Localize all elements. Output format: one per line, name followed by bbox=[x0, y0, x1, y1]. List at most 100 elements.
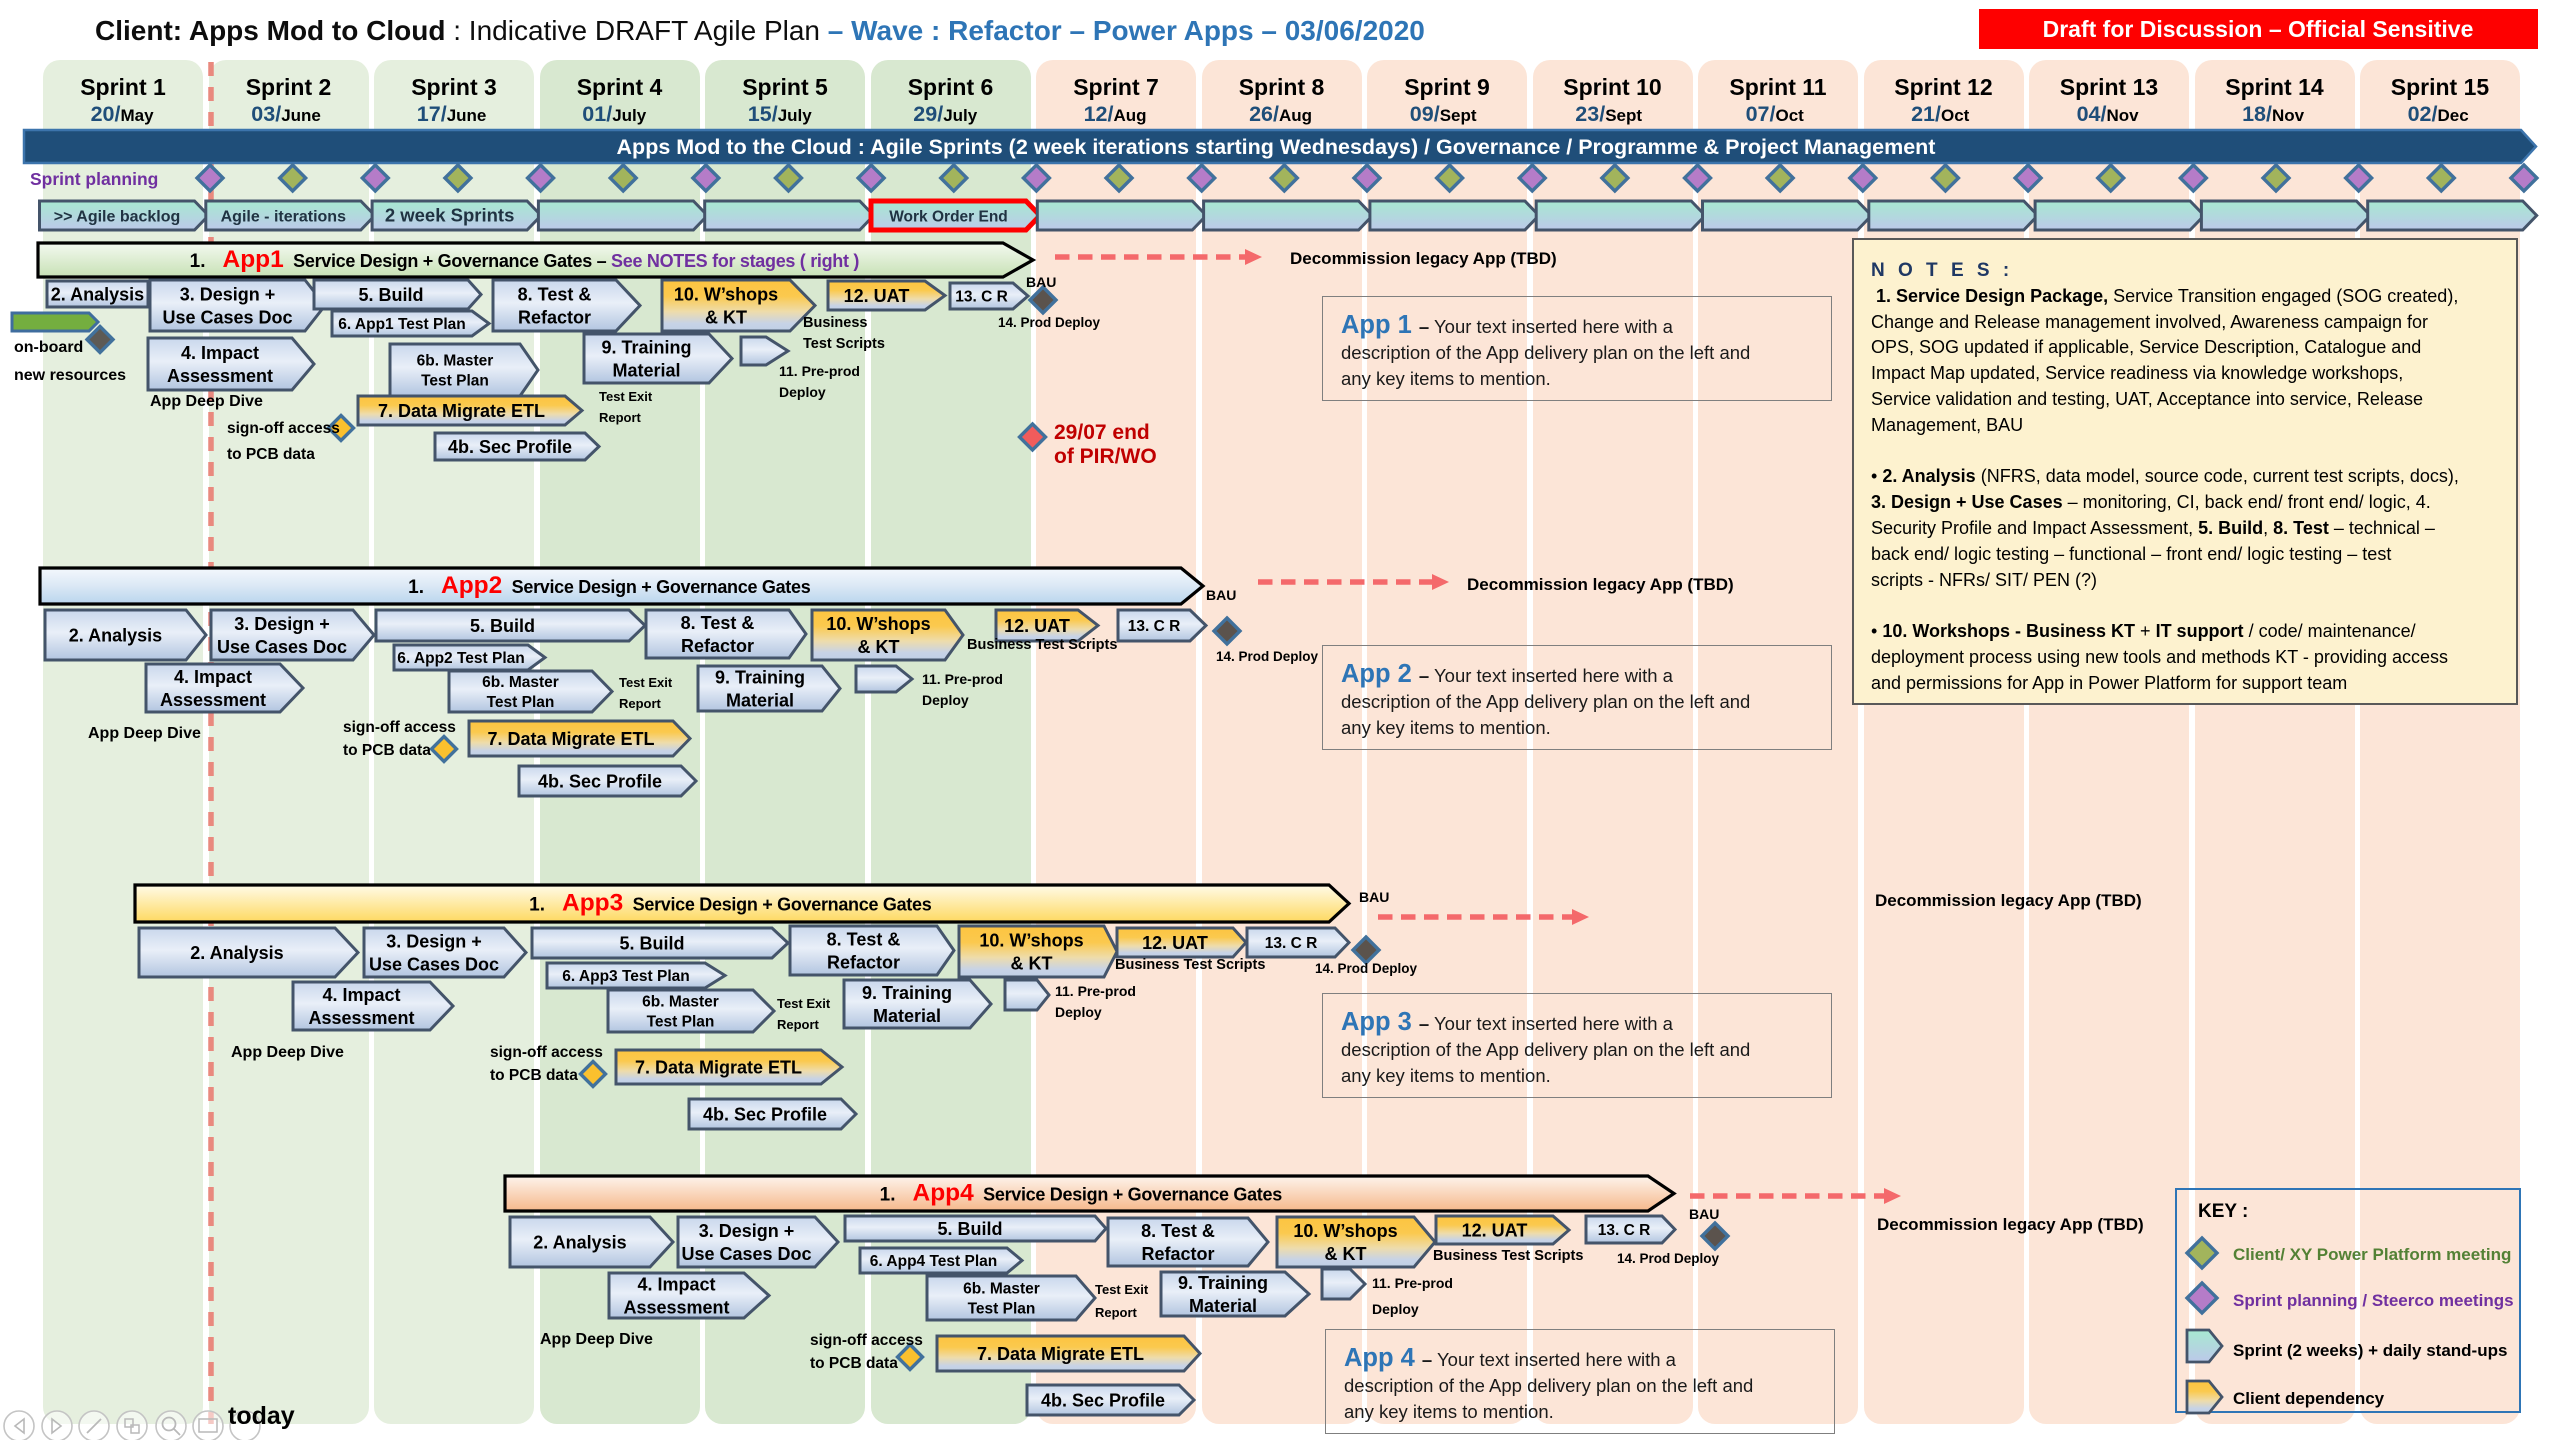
svg-text:Refactor: Refactor bbox=[1141, 1244, 1214, 1264]
svg-text:13. C R: 13. C R bbox=[955, 289, 1008, 306]
svg-text:2. Analysis: 2. Analysis bbox=[51, 284, 144, 304]
svg-text:Test Plan: Test Plan bbox=[487, 694, 555, 711]
svg-text:Sprint 7: Sprint 7 bbox=[1073, 74, 1159, 100]
svg-text:9. Training: 9. Training bbox=[862, 983, 952, 1003]
svg-text:6b. Master: 6b. Master bbox=[963, 1281, 1040, 1298]
svg-text:Refactor: Refactor bbox=[681, 636, 754, 656]
svg-text:& KT: & KT bbox=[1011, 954, 1053, 974]
svg-text:App1 Service Design + Governa: App1 Service Design + Governance Gates –… bbox=[223, 246, 860, 273]
svg-text:Report: Report bbox=[619, 696, 662, 711]
svg-text:App Deep Dive: App Deep Dive bbox=[88, 725, 201, 742]
svg-text:App2 Service Design + Governa: App2 Service Design + Governance Gates bbox=[441, 572, 811, 599]
svg-text:Report: Report bbox=[1095, 1305, 1138, 1320]
svg-text:Deploy: Deploy bbox=[779, 384, 826, 400]
svg-text:sign-off access: sign-off access bbox=[810, 1332, 923, 1349]
svg-text:Sprint (2 weeks) + daily stand: Sprint (2 weeks) + daily stand-ups bbox=[2233, 1341, 2507, 1360]
svg-text:Sprint 4: Sprint 4 bbox=[577, 74, 663, 100]
svg-text:14. Prod Deploy: 14. Prod Deploy bbox=[998, 315, 1101, 330]
svg-text:2. Analysis: 2. Analysis bbox=[69, 625, 162, 645]
svg-text:21/Oct: 21/Oct bbox=[1911, 102, 1970, 126]
svg-text:10. W’shops: 10. W’shops bbox=[979, 930, 1083, 950]
svg-text:Business Test Scripts: Business Test Scripts bbox=[967, 637, 1117, 653]
svg-text:4b. Sec Profile: 4b. Sec Profile bbox=[448, 437, 572, 457]
svg-text:5. Build: 5. Build bbox=[358, 285, 423, 305]
svg-text:2. Analysis: 2. Analysis bbox=[190, 943, 283, 963]
svg-text:29/07 end: 29/07 end bbox=[1054, 421, 1150, 444]
svg-text:8. Test &: 8. Test & bbox=[518, 284, 592, 304]
svg-text:17/June: 17/June bbox=[417, 102, 487, 126]
svg-text:04/Nov: 04/Nov bbox=[2077, 102, 2140, 126]
svg-text:12. UAT: 12. UAT bbox=[1004, 616, 1070, 636]
svg-text:Business: Business bbox=[803, 315, 867, 331]
svg-text:11. Pre-prod: 11. Pre-prod bbox=[1372, 1275, 1453, 1291]
svg-text:Decommission legacy App (TBD): Decommission legacy App (TBD) bbox=[1877, 1215, 2144, 1234]
svg-text:6. App2 Test Plan: 6. App2 Test Plan bbox=[397, 650, 524, 667]
svg-text:12. UAT: 12. UAT bbox=[844, 286, 910, 306]
svg-text:4. Impact: 4. Impact bbox=[181, 343, 259, 363]
svg-text:4. Impact: 4. Impact bbox=[322, 985, 400, 1005]
svg-text:Deploy: Deploy bbox=[922, 692, 969, 708]
svg-text:18/Nov: 18/Nov bbox=[2242, 102, 2305, 126]
svg-text:Test Exit: Test Exit bbox=[1095, 1282, 1149, 1297]
svg-text:Sprint 13: Sprint 13 bbox=[2060, 74, 2158, 100]
svg-text:& KT: & KT bbox=[705, 308, 747, 328]
svg-text:13. C R: 13. C R bbox=[1128, 618, 1181, 635]
svg-text:9. Training: 9. Training bbox=[715, 667, 805, 687]
svg-text:4b. Sec Profile: 4b. Sec Profile bbox=[538, 771, 662, 791]
svg-text:26/Aug: 26/Aug bbox=[1249, 102, 1312, 126]
svg-text:6. App4 Test Plan: 6. App4 Test Plan bbox=[870, 1253, 997, 1270]
svg-text:Decommission legacy App (TBD): Decommission legacy App (TBD) bbox=[1290, 249, 1557, 268]
svg-text:3. Design +: 3. Design + bbox=[386, 931, 482, 951]
svg-text:1.: 1. bbox=[880, 1185, 896, 1206]
svg-text:10. W’shops: 10. W’shops bbox=[826, 614, 930, 634]
svg-text:14. Prod Deploy: 14. Prod Deploy bbox=[1315, 961, 1418, 976]
svg-text:Sprint 2: Sprint 2 bbox=[246, 74, 332, 100]
svg-text:Material: Material bbox=[612, 361, 680, 381]
svg-text:Assessment: Assessment bbox=[160, 690, 266, 710]
svg-text:7. Data Migrate ETL: 7. Data Migrate ETL bbox=[977, 1344, 1144, 1364]
svg-text:Use Cases Doc: Use Cases Doc bbox=[681, 1244, 811, 1264]
svg-text:7. Data Migrate ETL: 7. Data Migrate ETL bbox=[635, 1057, 802, 1077]
svg-text:6b. Master: 6b. Master bbox=[482, 674, 559, 691]
svg-text:Sprint 1: Sprint 1 bbox=[80, 74, 166, 100]
svg-text:Assessment: Assessment bbox=[623, 1298, 729, 1318]
svg-text:on-board: on-board bbox=[14, 339, 83, 356]
svg-text:Test Exit: Test Exit bbox=[599, 389, 653, 404]
svg-text:5. Build: 5. Build bbox=[619, 933, 684, 953]
svg-text:App3 Service Design + Governa: App3 Service Design + Governance Gates bbox=[562, 890, 932, 917]
svg-text:3. Design +: 3. Design + bbox=[180, 284, 276, 304]
svg-text:Deploy: Deploy bbox=[1055, 1004, 1102, 1020]
svg-text:to PCB data: to PCB data bbox=[343, 742, 431, 759]
svg-text:App Deep Dive: App Deep Dive bbox=[231, 1044, 344, 1061]
svg-text:2 week Sprints: 2 week Sprints bbox=[385, 205, 515, 226]
svg-text:4. Impact: 4. Impact bbox=[637, 1274, 715, 1294]
svg-text:to PCB data: to PCB data bbox=[227, 446, 315, 463]
svg-text:12. UAT: 12. UAT bbox=[1142, 933, 1208, 953]
svg-text:10. W’shops: 10. W’shops bbox=[1293, 1221, 1397, 1241]
svg-text:Report: Report bbox=[777, 1017, 820, 1032]
svg-text:Test Plan: Test Plan bbox=[421, 373, 489, 390]
svg-text:Material: Material bbox=[873, 1006, 941, 1026]
svg-text:03/June: 03/June bbox=[251, 102, 321, 126]
svg-text:6b. Master: 6b. Master bbox=[642, 994, 719, 1011]
svg-text:Assessment: Assessment bbox=[167, 366, 273, 386]
svg-text:App4 Service Design + Governa: App4 Service Design + Governance Gates bbox=[913, 1180, 1283, 1207]
svg-text:4. Impact: 4. Impact bbox=[174, 667, 252, 687]
svg-text:23/Sept: 23/Sept bbox=[1575, 102, 1642, 126]
svg-text:14. Prod Deploy: 14. Prod Deploy bbox=[1216, 649, 1319, 664]
svg-text:20/May: 20/May bbox=[91, 102, 155, 126]
svg-text:6b. Master: 6b. Master bbox=[417, 353, 494, 370]
svg-text:15/July: 15/July bbox=[748, 102, 812, 126]
svg-text:Sprint planning / Steerco meet: Sprint planning / Steerco meetings bbox=[2233, 1291, 2514, 1310]
svg-text:12. UAT: 12. UAT bbox=[1462, 1220, 1528, 1240]
svg-text:App Deep Dive: App Deep Dive bbox=[540, 1331, 653, 1348]
svg-text:to PCB data: to PCB data bbox=[810, 1355, 898, 1372]
svg-text:7. Data Migrate ETL: 7. Data Migrate ETL bbox=[378, 401, 545, 421]
svg-text:Agile - iterations: Agile - iterations bbox=[221, 209, 346, 226]
svg-text:sign-off access: sign-off access bbox=[490, 1044, 603, 1061]
svg-text:Use Cases Doc: Use Cases Doc bbox=[162, 308, 292, 328]
svg-text:Business Test Scripts: Business Test Scripts bbox=[1115, 957, 1265, 973]
svg-text:1.: 1. bbox=[408, 577, 424, 598]
svg-text:8. Test &: 8. Test & bbox=[681, 613, 755, 633]
svg-text:KEY :: KEY : bbox=[2198, 1201, 2248, 1222]
